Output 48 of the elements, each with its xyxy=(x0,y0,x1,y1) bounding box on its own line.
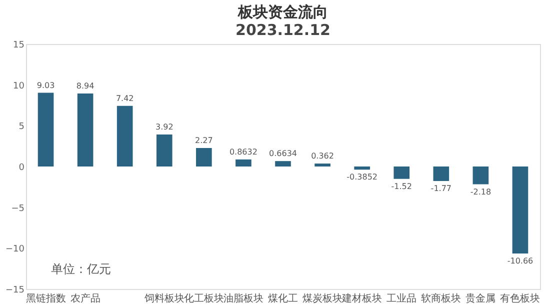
annotation: 单位：亿元 xyxy=(51,262,111,276)
y-tick-label: −15 xyxy=(6,286,24,296)
y-tick-label: −5 xyxy=(11,204,24,214)
y-tick-label: 0 xyxy=(18,163,25,173)
y-tick-label: 10 xyxy=(13,81,25,92)
data-label: 2.27 xyxy=(195,136,213,145)
y-tick-label: 15 xyxy=(13,40,24,50)
bar xyxy=(196,148,212,166)
bar xyxy=(472,166,489,184)
chart-title: 板块资金流向 xyxy=(237,3,328,21)
data-label: -0.3852 xyxy=(346,172,378,182)
x-tick-label: 贵金属 xyxy=(466,292,496,304)
bar xyxy=(314,164,330,166)
x-tick-label: 煤化工 xyxy=(268,292,298,304)
bar xyxy=(354,166,370,170)
data-label: 9.03 xyxy=(36,80,55,90)
x-tick-label: 工业品 xyxy=(386,292,417,304)
bar xyxy=(116,106,133,166)
x-tick-label: 建材板块 xyxy=(341,292,382,304)
x-tick-label: 油脂板块 xyxy=(223,292,264,304)
bar xyxy=(275,161,291,166)
data-label: 0.362 xyxy=(311,152,334,161)
x-tick-label: 黑链指数 xyxy=(26,292,66,304)
bar xyxy=(156,134,172,166)
y-tick-label: −10 xyxy=(6,244,25,255)
data-label: -10.66 xyxy=(507,256,534,266)
bar xyxy=(77,93,94,166)
x-tick-label: 有色板块 xyxy=(500,292,540,304)
data-label: -2.18 xyxy=(470,187,492,196)
bar xyxy=(512,166,528,254)
x-tick-label: 农产品 xyxy=(70,292,100,304)
data-label: -1.77 xyxy=(430,184,452,193)
chart-subtitle: 2023.12.12 xyxy=(236,21,330,39)
bar xyxy=(394,166,410,179)
x-tick-label: 化工板块 xyxy=(184,292,224,304)
data-label: -1.52 xyxy=(391,182,412,191)
data-label: 7.42 xyxy=(116,94,134,103)
x-tick-label: 煤炭板块 xyxy=(302,292,343,304)
x-tick-label: 饲料板块 xyxy=(143,292,184,304)
data-label: 8.94 xyxy=(76,81,94,90)
x-tick-label: 软商板块 xyxy=(421,292,462,304)
bar xyxy=(433,166,450,181)
data-label: 0.8632 xyxy=(229,147,258,156)
bar xyxy=(236,159,252,166)
y-tick-label: 5 xyxy=(18,122,24,132)
data-label: 3.92 xyxy=(155,122,174,132)
bar xyxy=(38,92,54,166)
data-label: 0.6634 xyxy=(269,149,297,158)
